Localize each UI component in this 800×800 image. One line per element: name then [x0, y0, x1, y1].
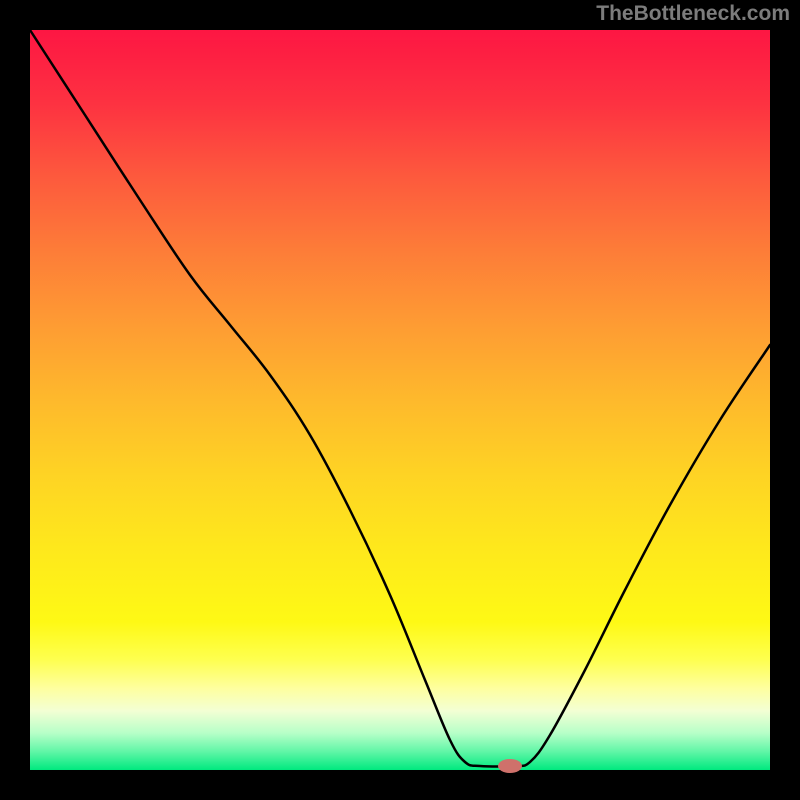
watermark-text: TheBottleneck.com [596, 2, 790, 26]
bottleneck-chart: TheBottleneck.com [0, 0, 800, 800]
chart-svg [0, 0, 800, 800]
